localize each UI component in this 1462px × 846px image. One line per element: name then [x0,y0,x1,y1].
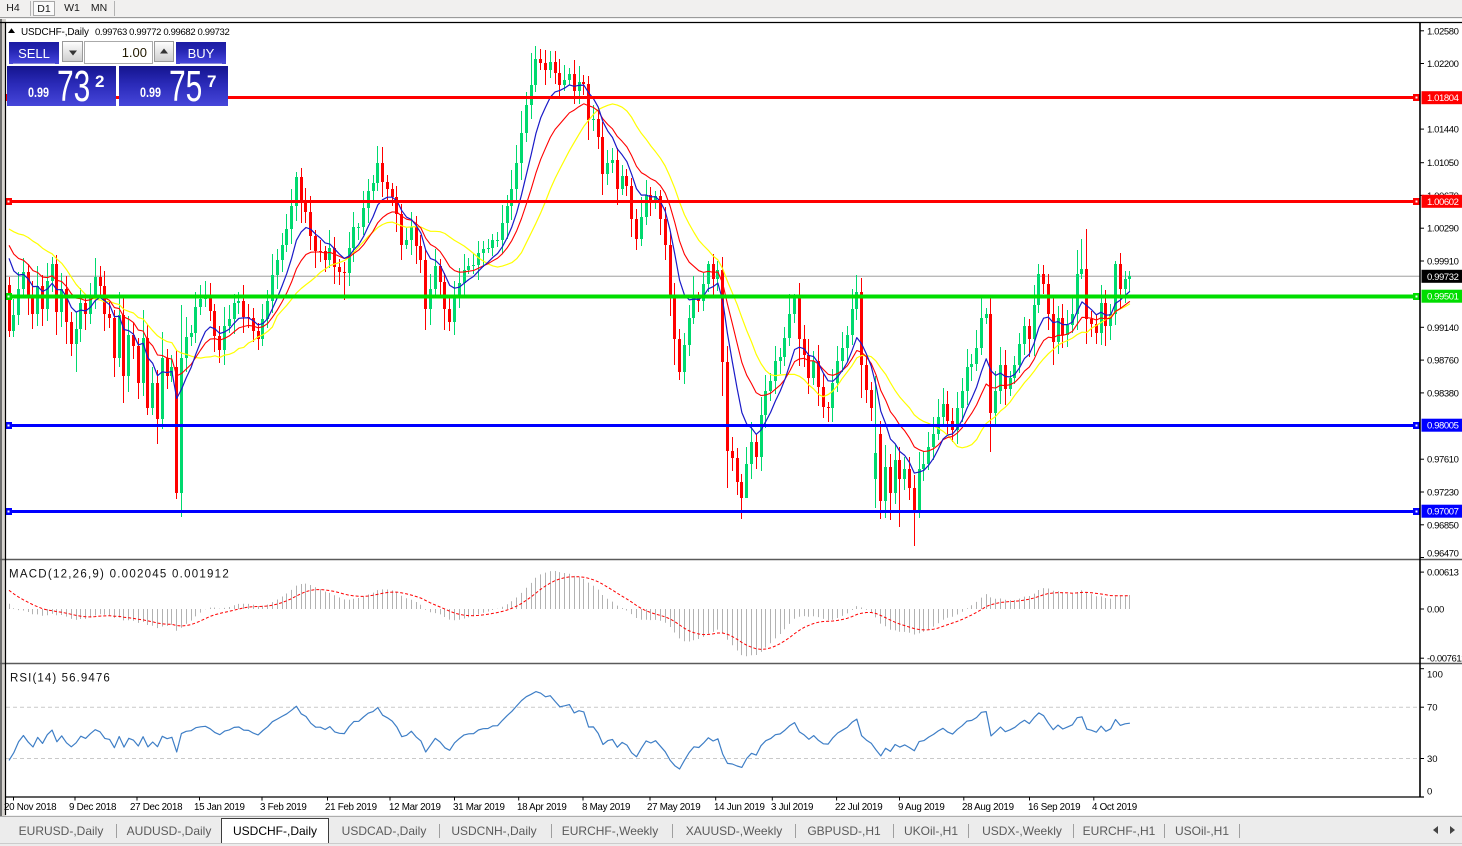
svg-text:0.99763 0.99772 0.99682 0.9973: 0.99763 0.99772 0.99682 0.99732 [95,27,229,38]
svg-text:1.00290: 1.00290 [1427,224,1459,235]
svg-text:0.97007: 0.97007 [1427,507,1459,518]
svg-text:27 Dec 2018: 27 Dec 2018 [130,802,183,813]
svg-text:14 Jun 2019: 14 Jun 2019 [714,802,765,813]
svg-text:-0.007612: -0.007612 [1427,654,1462,665]
svg-text:USDCHF-,Daily: USDCHF-,Daily [21,27,89,38]
svg-text:1.01050: 1.01050 [1427,158,1459,169]
svg-text:28 Aug 2019: 28 Aug 2019 [962,802,1014,813]
svg-text:0.97230: 0.97230 [1427,488,1459,499]
svg-text:0.96850: 0.96850 [1427,520,1459,531]
svg-text:0.98005: 0.98005 [1427,421,1459,432]
svg-text:18 Apr 2019: 18 Apr 2019 [517,802,567,813]
svg-text:4 Oct 2019: 4 Oct 2019 [1092,802,1137,813]
svg-text:0.00613: 0.00613 [1427,568,1459,579]
svg-text:0.98760: 0.98760 [1427,356,1459,367]
svg-text:1.01804: 1.01804 [1427,93,1459,104]
svg-text:30: 30 [1427,754,1438,765]
svg-text:9 Dec 2018: 9 Dec 2018 [69,802,117,813]
svg-text:0.00: 0.00 [1427,605,1444,616]
svg-text:0: 0 [1427,787,1432,798]
svg-text:0.99140: 0.99140 [1427,323,1459,334]
svg-text:RSI(14) 56.9476: RSI(14) 56.9476 [10,673,111,685]
svg-text:3 Jul 2019: 3 Jul 2019 [771,802,813,813]
svg-text:12 Mar 2019: 12 Mar 2019 [389,802,441,813]
svg-text:31 Mar 2019: 31 Mar 2019 [453,802,505,813]
svg-text:27 May 2019: 27 May 2019 [647,802,700,813]
svg-text:0.99910: 0.99910 [1427,257,1459,268]
svg-text:8 May 2019: 8 May 2019 [582,802,630,813]
svg-text:3 Feb 2019: 3 Feb 2019 [260,802,307,813]
svg-text:21 Feb 2019: 21 Feb 2019 [325,802,377,813]
svg-text:20 Nov 2018: 20 Nov 2018 [4,802,57,813]
svg-text:0.97610: 0.97610 [1427,455,1459,466]
svg-text:1.02200: 1.02200 [1427,59,1459,70]
svg-text:9 Aug 2019: 9 Aug 2019 [898,802,945,813]
svg-text:22 Jul 2019: 22 Jul 2019 [835,802,882,813]
svg-text:0.99732: 0.99732 [1427,272,1459,283]
svg-text:100: 100 [1427,670,1443,681]
svg-text:0.99501: 0.99501 [1427,292,1459,303]
svg-text:1.00602: 1.00602 [1427,197,1459,208]
svg-text:16 Sep 2019: 16 Sep 2019 [1028,802,1080,813]
svg-text:0.98380: 0.98380 [1427,388,1459,399]
svg-text:70: 70 [1427,703,1438,714]
svg-text:MACD(12,26,9) 0.002045 0.00191: MACD(12,26,9) 0.002045 0.001912 [9,569,230,581]
svg-text:15 Jan 2019: 15 Jan 2019 [194,802,245,813]
svg-text:1.01440: 1.01440 [1427,125,1459,136]
svg-text:0.96470: 0.96470 [1427,549,1459,560]
svg-text:1.02580: 1.02580 [1427,26,1459,37]
